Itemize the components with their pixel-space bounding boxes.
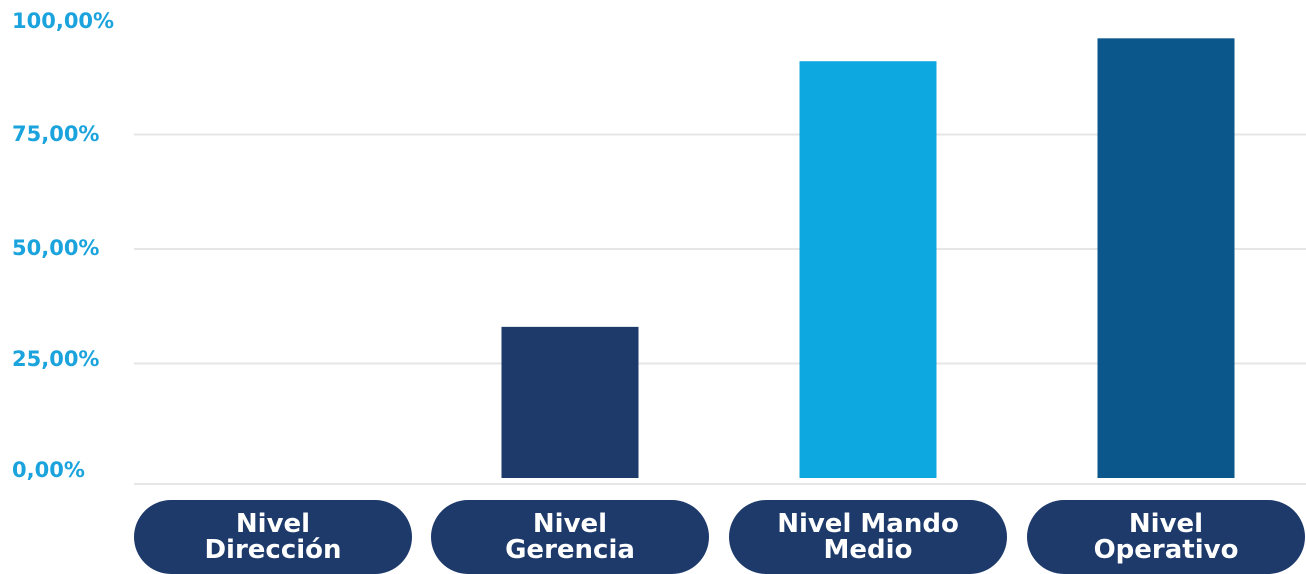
bar — [1097, 38, 1235, 478]
category-pill: Nivel Gerencia — [431, 500, 709, 574]
category-label: Nivel Mando Medio — [777, 509, 959, 565]
category-label: Nivel Operativo — [1093, 509, 1239, 565]
y-tick-label: 50,00% — [12, 236, 99, 260]
category-label: Nivel Gerencia — [505, 509, 635, 565]
y-tick-label: 75,00% — [12, 122, 99, 146]
y-axis-ticks: 0,00% 25,00% 50,00% 75,00% 100,00% — [12, 9, 114, 482]
bar — [799, 61, 937, 478]
bars — [501, 38, 1235, 478]
category-pill: Nivel Operativo — [1027, 500, 1305, 574]
bar — [501, 326, 639, 478]
category-pill: Nivel Dirección — [134, 500, 412, 574]
y-tick-label: 0,00% — [12, 458, 85, 482]
category-label: Nivel Dirección — [204, 509, 342, 565]
y-tick-label: 25,00% — [12, 347, 99, 371]
y-tick-label: 100,00% — [12, 9, 114, 33]
category-pill: Nivel Mando Medio — [729, 500, 1007, 574]
